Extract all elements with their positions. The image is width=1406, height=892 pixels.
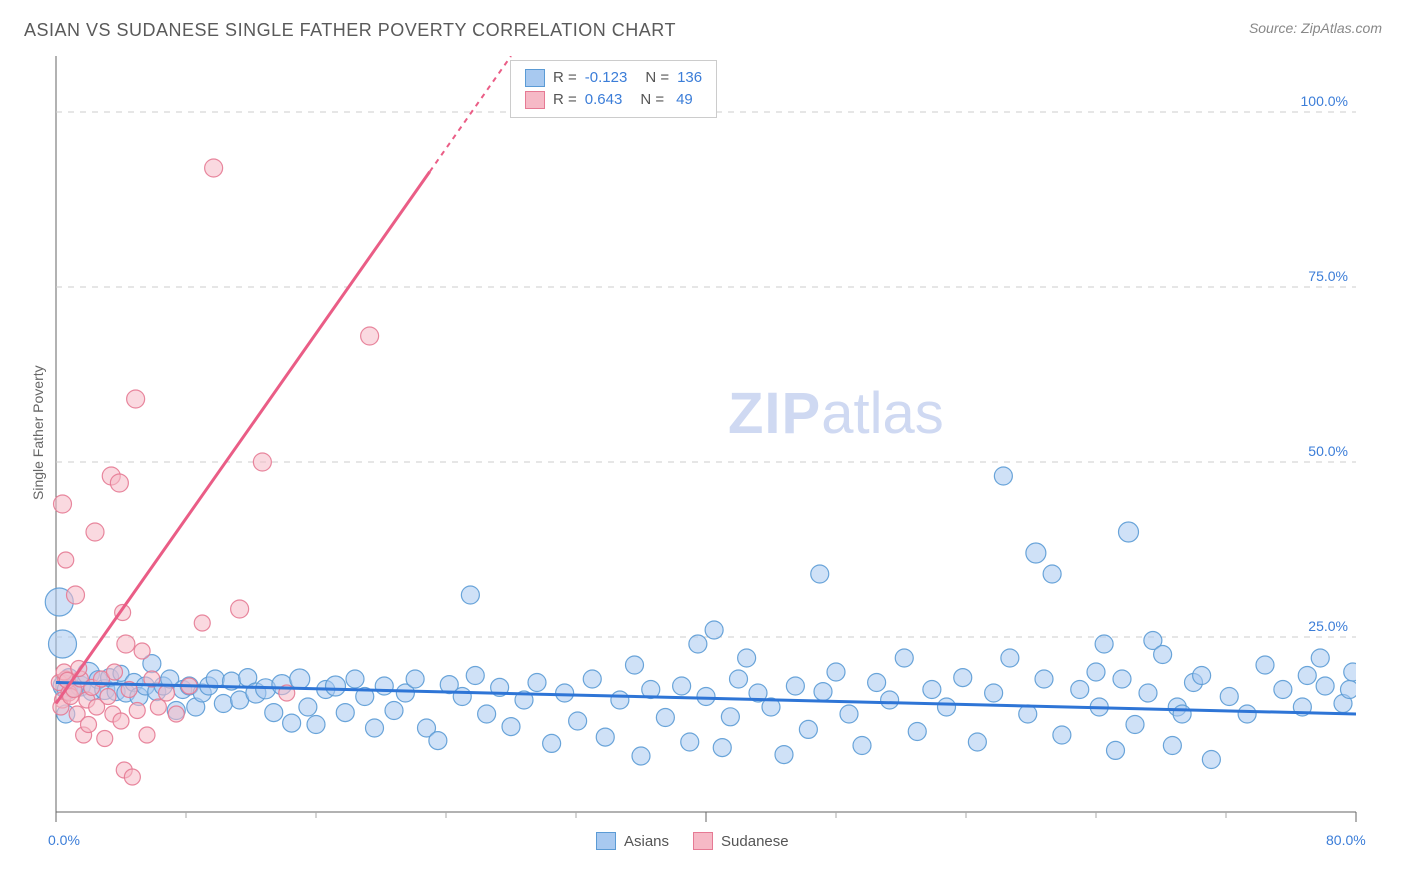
x-axis-max-label: 80.0% — [1326, 832, 1366, 848]
svg-text:50.0%: 50.0% — [1308, 443, 1348, 459]
swatch-pink — [693, 832, 713, 850]
swatch-blue — [525, 69, 545, 87]
n-label: N = — [645, 67, 669, 89]
legend-item-asians: Asians — [596, 832, 669, 850]
n-label: N = — [640, 89, 664, 111]
series-legend: Asians Sudanese — [596, 832, 789, 850]
legend-row-blue: R = -0.123 N = 136 — [525, 67, 702, 89]
r-label: R = — [553, 67, 577, 89]
legend-item-sudanese: Sudanese — [693, 832, 789, 850]
x-axis-min-label: 0.0% — [48, 832, 80, 848]
correlation-legend: R = -0.123 N = 136 R = 0.643 N = 49 — [510, 60, 717, 118]
r-value-blue: -0.123 — [585, 67, 628, 89]
n-value-blue: 136 — [677, 67, 702, 89]
svg-text:25.0%: 25.0% — [1308, 618, 1348, 634]
swatch-pink — [525, 91, 545, 109]
svg-text:75.0%: 75.0% — [1308, 268, 1348, 284]
legend-label-sudanese: Sudanese — [721, 833, 789, 850]
legend-label-asians: Asians — [624, 833, 669, 850]
svg-text:100.0%: 100.0% — [1301, 93, 1348, 109]
n-value-pink: 49 — [676, 89, 693, 111]
legend-row-pink: R = 0.643 N = 49 — [525, 89, 702, 111]
chart-container: { "title": "ASIAN VS SUDANESE SINGLE FAT… — [0, 0, 1406, 892]
r-label: R = — [553, 89, 577, 111]
r-value-pink: 0.643 — [585, 89, 623, 111]
scatter-plot: 25.0% 50.0% 75.0% 100.0% — [0, 0, 1406, 892]
swatch-blue — [596, 832, 616, 850]
